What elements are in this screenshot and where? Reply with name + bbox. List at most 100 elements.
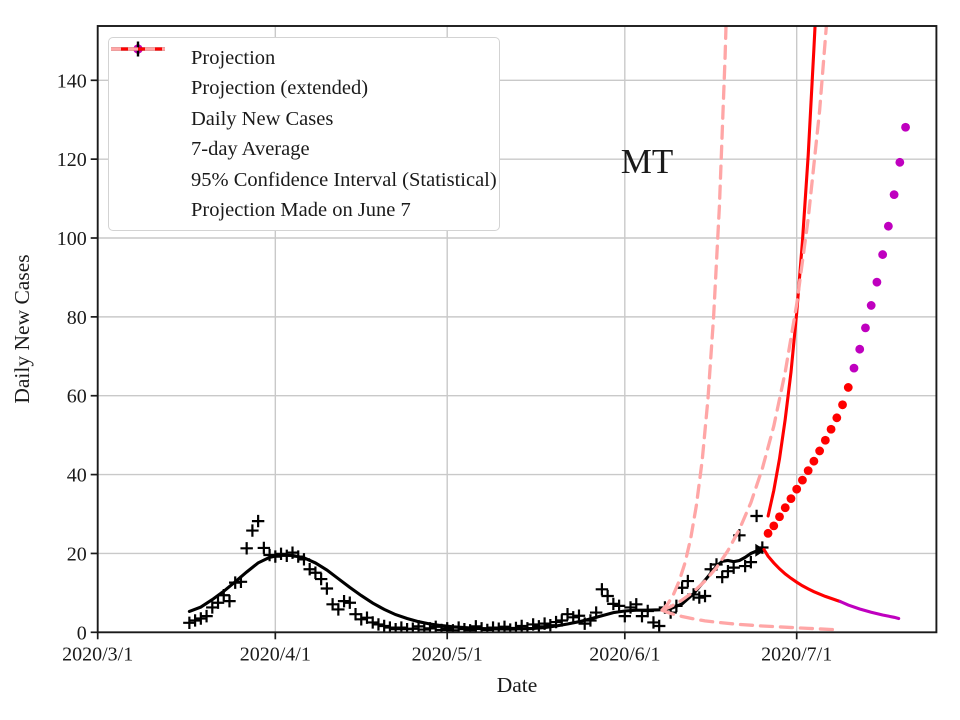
clipped-series	[183, 26, 910, 633]
projection-dot	[820, 435, 830, 445]
projection-dot	[866, 301, 876, 310]
projection-dot	[832, 413, 842, 423]
legend-item-projection-extended: Projection (extended)	[109, 44, 491, 103]
average-line-arrowhead	[755, 543, 766, 557]
daily-case-plus-marker	[652, 619, 666, 633]
daily-case-plus-marker	[612, 599, 626, 613]
legend-label: Projection	[191, 46, 276, 69]
daily-case-plus-marker	[194, 612, 208, 625]
magenta-dot-swatch	[120, 44, 178, 100]
axes-frame	[96, 25, 938, 634]
y-tick-label: 40	[67, 465, 87, 487]
y-tick-label: 20	[67, 543, 87, 565]
y-tick-label: 80	[67, 307, 87, 329]
daily-case-plus-marker	[309, 566, 322, 579]
y-tick-label: 120	[57, 149, 87, 171]
y-tick-label: 60	[67, 386, 87, 408]
y-tick-label: 0	[77, 622, 87, 644]
projection-dot	[792, 484, 802, 494]
legend-label: Projection Made on June 7	[191, 198, 411, 221]
y-tick-label: 140	[57, 70, 87, 92]
projection-dot	[855, 344, 865, 354]
daily-case-plus-marker	[389, 622, 402, 633]
x-tick-label: 2020/7/1	[761, 643, 832, 665]
projection-dot	[861, 323, 870, 333]
legend-label: 95% Confidence Interval (Statistical)	[191, 168, 497, 191]
daily-case-plus-marker	[366, 616, 379, 629]
daily-case-plus-marker	[750, 509, 763, 523]
legend-item-7-day-average: 7-day Average	[109, 47, 491, 164]
projection-dot	[786, 494, 796, 504]
daily-case-plus-marker	[595, 583, 609, 596]
series-dashed-line	[660, 608, 841, 632]
daily-case-plus-marker	[372, 618, 385, 631]
daily-case-plus-marker	[441, 622, 454, 633]
y-tick-label: 100	[57, 228, 87, 250]
daily-case-plus-marker	[251, 514, 265, 528]
series-line	[838, 599, 901, 621]
legend-item-june7-projection: Projection Made on June 7	[109, 47, 491, 225]
x-tick-label: 2020/4/1	[240, 643, 311, 665]
projection-dot	[901, 122, 910, 132]
daily-case-plus-marker	[716, 570, 729, 584]
projection-dot	[889, 190, 899, 200]
daily-case-plus-marker	[337, 594, 351, 608]
daily-case-plus-marker	[332, 603, 345, 616]
daily-case-plus-marker	[200, 609, 213, 623]
projection-dot	[803, 466, 813, 476]
daily-case-plus-marker	[183, 616, 196, 630]
projection-dot	[872, 277, 882, 287]
daily-case-plus-marker	[240, 542, 253, 555]
projection-dot	[763, 528, 773, 538]
x-tick-label: 2020/5/1	[412, 643, 483, 665]
black-line-swatch	[111, 47, 178, 160]
pink-dashed-swatch	[111, 47, 178, 221]
daily-case-plus-marker	[561, 607, 574, 621]
legend-item-daily-new-cases: Daily New Cases	[109, 41, 491, 134]
y-axis-label: Daily New Cases	[10, 254, 34, 403]
daily-case-plus-marker	[727, 561, 740, 574]
daily-case-plus-marker	[406, 622, 420, 633]
daily-case-plus-marker	[246, 524, 259, 537]
daily-case-plus-marker	[601, 589, 614, 603]
legend: Projection Projection (extended) Daily N…	[108, 37, 500, 232]
projection-dot	[838, 400, 847, 410]
daily-case-plus-marker	[355, 613, 368, 626]
projection-dot	[769, 521, 779, 531]
series-dashed-line	[660, 26, 728, 612]
plus-marker-swatch	[120, 41, 178, 130]
x-axis-label: Date	[497, 673, 538, 697]
daily-case-plus-marker	[343, 596, 356, 609]
series-line	[766, 26, 817, 518]
daily-case-plus-marker	[607, 597, 620, 611]
daily-case-plus-marker	[630, 598, 643, 611]
projection-dot	[780, 503, 790, 513]
red-line-swatch	[111, 47, 178, 191]
projection-dot	[883, 221, 893, 231]
projection-dot	[878, 250, 888, 259]
projection-dot	[849, 363, 859, 373]
projection-dot	[843, 383, 853, 392]
daily-case-plus-marker	[469, 620, 483, 633]
projection-dot	[815, 446, 825, 456]
daily-case-plus-marker	[320, 582, 334, 595]
daily-case-plus-marker	[211, 596, 225, 609]
daily-case-plus-marker	[698, 589, 712, 603]
series-line	[762, 547, 842, 604]
daily-case-plus-marker	[744, 555, 758, 569]
daily-case-plus-marker	[681, 574, 695, 588]
projection-dot	[826, 424, 836, 434]
daily-case-plus-marker	[377, 619, 391, 633]
daily-case-plus-marker	[693, 591, 706, 604]
projection-dot	[809, 456, 819, 466]
daily-case-plus-marker	[418, 623, 431, 633]
projection-dot	[895, 157, 905, 167]
daily-case-plus-marker	[223, 594, 236, 608]
legend-label: Daily New Cases	[191, 107, 334, 130]
daily-case-plus-marker	[498, 620, 511, 633]
legend-label: Projection (extended)	[191, 77, 369, 100]
projection-dot	[775, 512, 784, 522]
daily-case-plus-marker	[572, 609, 586, 622]
legend-label: 7-day Average	[191, 138, 310, 161]
